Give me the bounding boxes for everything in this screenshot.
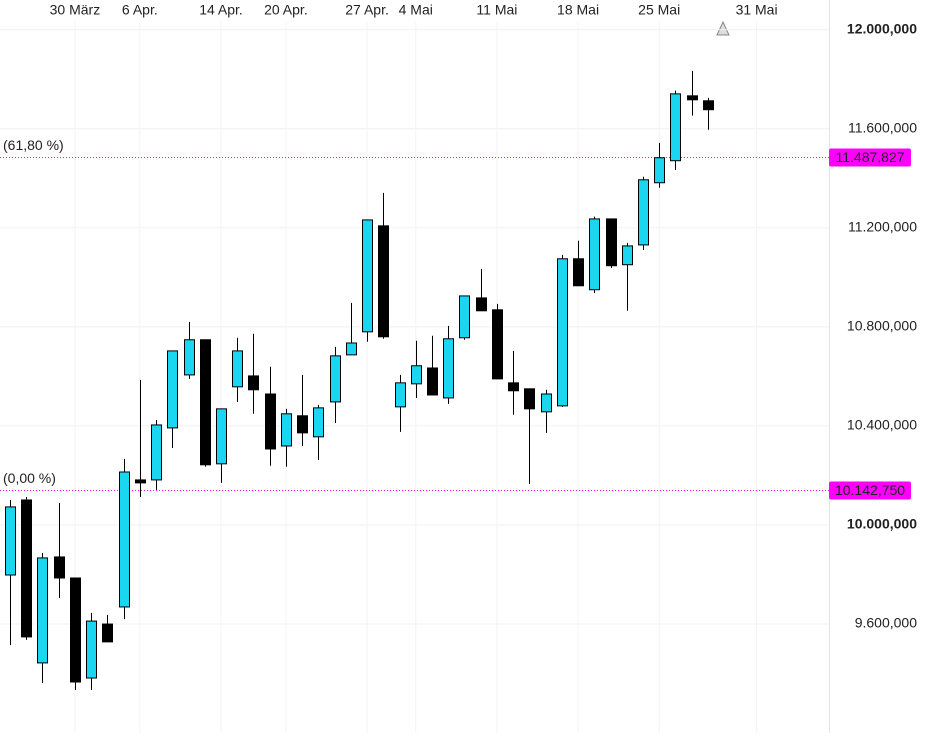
candle-body — [86, 620, 97, 679]
candle-body — [443, 338, 454, 399]
candle-body — [167, 350, 178, 429]
candle-body — [102, 623, 113, 643]
candle-body — [200, 339, 211, 466]
candle-body — [346, 342, 357, 356]
candle-body — [589, 218, 600, 291]
y-tick-label: 12.000,000 — [847, 20, 917, 36]
x-tick-label: 14 Apr. — [199, 2, 243, 18]
candle-body — [638, 179, 649, 246]
candle-body — [427, 367, 438, 396]
candle-body — [151, 424, 162, 481]
candle-body — [297, 415, 308, 434]
candle-body — [687, 95, 698, 101]
scroll-icon[interactable] — [716, 20, 730, 36]
candle-body — [70, 577, 81, 683]
level-label: (61,80 %) — [3, 137, 64, 153]
candle-body — [330, 355, 341, 403]
candle-body — [622, 245, 633, 266]
candle-body — [654, 157, 665, 184]
y-tick-label: 9.600,000 — [855, 615, 917, 631]
candle-body — [265, 393, 276, 450]
candle-body — [21, 499, 32, 638]
candle-body — [313, 407, 324, 438]
candle-body — [703, 100, 714, 111]
candle-body — [541, 393, 552, 413]
x-tick-label: 18 Mai — [557, 2, 599, 18]
x-tick-label: 20 Apr. — [264, 2, 308, 18]
candle-body — [362, 219, 373, 333]
y-tick-label: 11.200,000 — [848, 219, 917, 235]
candle-body — [135, 479, 146, 484]
candle-body — [459, 295, 470, 339]
x-tick-label: 25 Mai — [638, 2, 680, 18]
candle-body — [524, 388, 535, 410]
candle-body — [492, 309, 503, 380]
level-tag — [829, 481, 911, 500]
candle-body — [573, 258, 584, 287]
candle-body — [508, 382, 519, 392]
level-value-label: 10.142,750 — [835, 482, 905, 498]
candle-body — [184, 339, 195, 376]
candle-body — [670, 93, 681, 162]
candle-body — [378, 225, 389, 338]
candle-body — [281, 413, 292, 447]
x-tick-label: 4 Mai — [399, 2, 433, 18]
level-label: (0,00 %) — [3, 470, 56, 486]
candle-body — [5, 506, 16, 576]
candle-body — [557, 258, 568, 407]
candle-body — [476, 297, 487, 312]
candle-body — [37, 557, 48, 664]
candle-body — [232, 350, 243, 388]
candle-body — [411, 365, 422, 385]
candle-body — [119, 471, 130, 608]
y-tick-label: 11.600,000 — [848, 119, 917, 135]
y-tick-label: 10.800,000 — [847, 318, 917, 334]
candle-body — [395, 382, 406, 408]
y-tick-label: 10.000,000 — [847, 516, 917, 532]
candle-body — [606, 218, 617, 267]
level-tag — [829, 148, 911, 167]
level-value-label: 11.487,827 — [835, 149, 904, 165]
y-tick-label: 10.400,000 — [847, 417, 917, 433]
candle-body — [216, 408, 227, 465]
x-tick-label: 31 Mai — [736, 2, 778, 18]
x-tick-label: 30 März — [50, 2, 101, 18]
candle-body — [54, 556, 65, 579]
x-tick-label: 11 Mai — [476, 2, 517, 18]
x-tick-label: 27 Apr. — [345, 2, 389, 18]
x-tick-label: 6 Apr. — [122, 2, 158, 18]
candle-body — [248, 375, 259, 391]
